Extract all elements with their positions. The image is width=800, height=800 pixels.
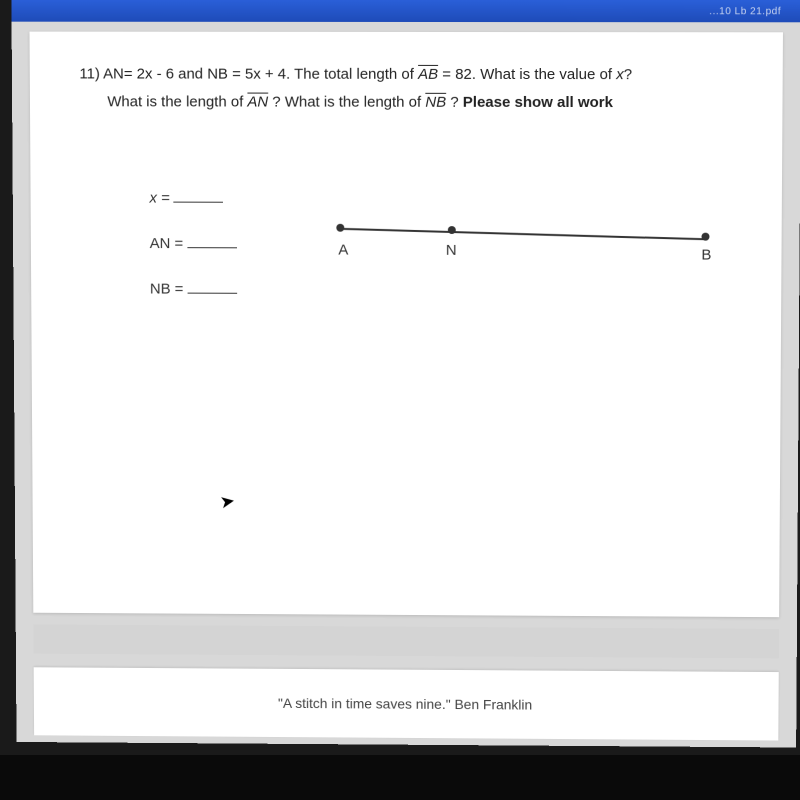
window-titlebar: ...10 Lb 21.pdf <box>11 0 800 22</box>
segment-line <box>338 228 707 241</box>
answer-nb-label: NB = <box>150 281 184 298</box>
problem-text: 11) AN= 2x - 6 and NB = 5x + 4. The tota… <box>79 62 742 116</box>
document-page: 11) AN= 2x - 6 and NB = 5x + 4. The tota… <box>30 32 783 618</box>
answer-nb-row: NB = <box>150 280 741 300</box>
q2-part-a: What is the length of <box>107 93 247 110</box>
answer-x-blank[interactable] <box>174 189 224 203</box>
q2-part-c: ? <box>446 93 463 110</box>
titlebar-filename: ...10 Lb 21.pdf <box>709 6 781 17</box>
point-a-label: A <box>338 242 348 259</box>
segment-nb: NB <box>425 93 446 110</box>
answer-an-blank[interactable] <box>187 234 237 248</box>
point-a-dot <box>336 224 344 232</box>
screen-area: ...10 Lb 21.pdf 11) AN= 2x - 6 and NB = … <box>11 0 800 748</box>
answer-an-label: AN = <box>150 235 184 252</box>
answer-x-label: x = <box>149 190 169 207</box>
answer-nb-blank[interactable] <box>187 280 237 294</box>
page-gap <box>33 624 779 658</box>
q1-part-a: AN= 2x - 6 and NB = 5x + 4. The total le… <box>103 66 418 83</box>
cursor-icon: ➤ <box>218 490 236 513</box>
problem-number: 11) <box>79 65 100 82</box>
variable-x: x <box>616 66 624 83</box>
footer-quote: "A stitch in time saves nine." Ben Frank… <box>278 695 532 712</box>
answer-x-row: x = <box>149 189 741 208</box>
point-b-dot <box>701 233 709 241</box>
q1-part-c: ? <box>624 66 632 83</box>
point-n-label: N <box>446 242 457 259</box>
point-b-label: B <box>701 247 711 264</box>
q2-part-b: ? What is the length of <box>268 93 425 110</box>
show-work-instruction: Please show all work <box>463 93 613 110</box>
segment-ab: AB <box>418 66 438 83</box>
bottom-bezel <box>0 755 800 800</box>
segment-an: AN <box>247 93 268 110</box>
question-line-1: 11) AN= 2x - 6 and NB = 5x + 4. The tota… <box>79 62 742 88</box>
footer-page: "A stitch in time saves nine." Ben Frank… <box>34 667 779 740</box>
question-line-2: What is the length of AN ? What is the l… <box>107 89 742 115</box>
point-n-dot <box>448 226 456 234</box>
q1-part-b: = 82. What is the value of <box>438 66 616 83</box>
line-segment-diagram: A N B <box>338 216 717 277</box>
